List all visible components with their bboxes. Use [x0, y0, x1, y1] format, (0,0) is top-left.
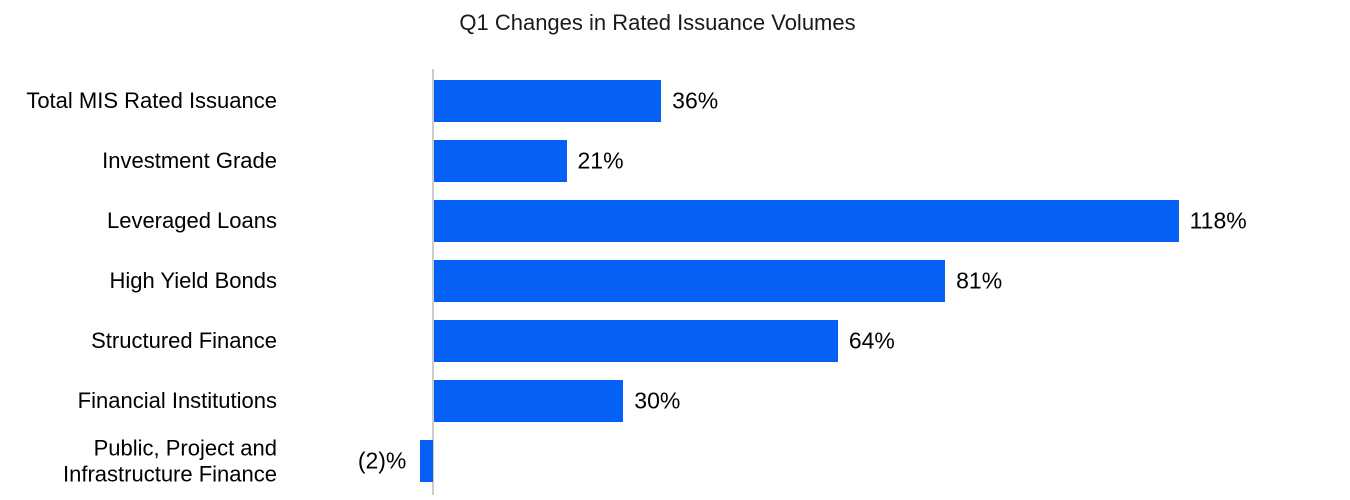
- value-label: (2)%: [357, 447, 407, 474]
- chart-row: Leveraged Loans 118%: [0, 191, 1350, 251]
- y-axis-zero-line: [432, 69, 434, 495]
- value-label: 21%: [577, 147, 624, 174]
- category-label: Financial Institutions: [77, 388, 277, 414]
- category-label: Investment Grade: [102, 148, 277, 174]
- bar: [434, 260, 946, 302]
- chart-row: Investment Grade 21%: [0, 131, 1350, 191]
- chart-row: Financial Institutions 30%: [0, 371, 1350, 431]
- bar: [434, 200, 1179, 242]
- category-label: Leveraged Loans: [106, 208, 277, 234]
- chart-row: Total MIS Rated Issuance 36%: [0, 71, 1350, 131]
- chart-row: Public, Project and Infrastructure Finan…: [0, 431, 1350, 491]
- category-label: Total MIS Rated Issuance: [26, 88, 277, 114]
- value-label: 36%: [672, 87, 719, 114]
- chart-row: High Yield Bonds 81%: [0, 251, 1350, 311]
- category-label: High Yield Bonds: [109, 268, 277, 294]
- bar: [434, 140, 567, 182]
- value-label: 30%: [634, 387, 681, 414]
- bar: [434, 380, 624, 422]
- plot-area: Total MIS Rated Issuance 36% Investment Gr…: [0, 69, 1350, 495]
- value-label: 118%: [1189, 207, 1247, 234]
- bar: [434, 320, 838, 362]
- category-label: Structured Finance: [91, 328, 277, 354]
- value-label: 81%: [956, 267, 1003, 294]
- bar: [434, 80, 662, 122]
- chart-title: Q1 Changes in Rated Issuance Volumes: [459, 10, 856, 35]
- value-label: 64%: [848, 327, 895, 354]
- bar: [420, 440, 433, 482]
- chart-row: Structured Finance 64%: [0, 311, 1350, 371]
- category-label: Public, Project and Infrastructure Finan…: [63, 435, 277, 486]
